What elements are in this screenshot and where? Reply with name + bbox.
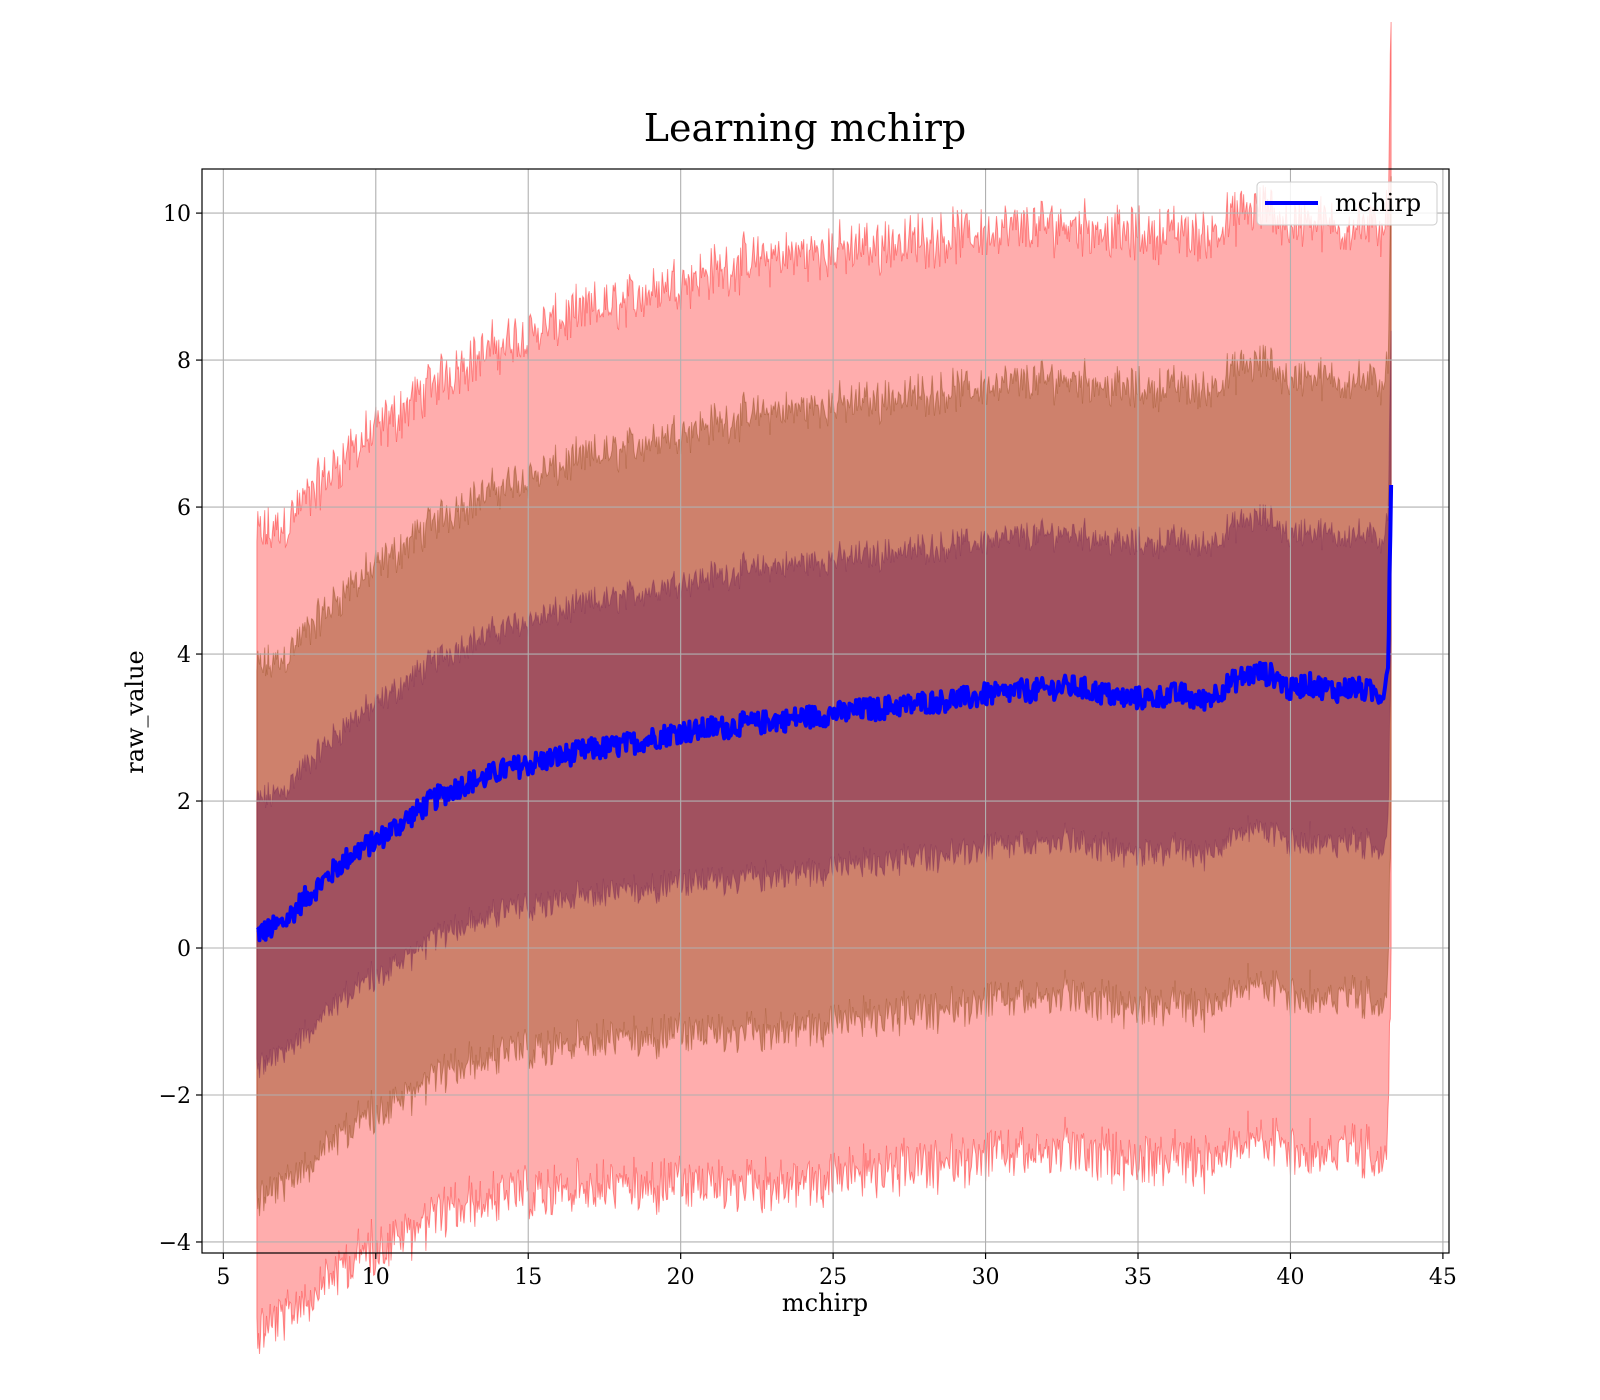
x-tick-label: 10 [362, 1265, 390, 1290]
chart-title: Learning mchirp [644, 106, 966, 150]
y-tick-label: −2 [159, 1084, 191, 1109]
series-lines [255, 484, 1394, 943]
y-tick-label: 4 [177, 643, 191, 668]
x-tick-label: 20 [667, 1265, 695, 1290]
y-tick-label: −4 [159, 1231, 191, 1256]
y-tick-label: 6 [177, 496, 191, 521]
x-tick-label: 30 [972, 1265, 1000, 1290]
legend-label: mchirp [1335, 189, 1421, 217]
x-tick-label: 45 [1429, 1265, 1457, 1290]
x-tick-label: 40 [1276, 1265, 1304, 1290]
band-1-sigma [256, 330, 1392, 1079]
x-axis-label: mchirp [782, 1289, 868, 1317]
y-tick-label: 8 [177, 349, 191, 374]
x-tick-label: 5 [216, 1265, 230, 1290]
y-axis-label: raw_value [121, 650, 149, 774]
series-line-mchirp [255, 484, 1394, 943]
y-tick-label: 10 [163, 202, 191, 227]
x-tick-label: 25 [819, 1265, 847, 1290]
x-axis-ticks: 5 10 15 20 25 30 35 40 45 [216, 1253, 1457, 1290]
y-tick-label: 2 [177, 790, 191, 815]
y-axis-ticks: −4 −2 0 2 4 6 8 10 [159, 202, 202, 1256]
y-tick-label: 0 [177, 937, 191, 962]
confidence-bands [256, 21, 1392, 1355]
plot-frame [201, 168, 1450, 1254]
x-tick-label: 35 [1124, 1265, 1152, 1290]
x-tick-label: 15 [514, 1265, 542, 1290]
legend: mchirp [1256, 181, 1438, 226]
legend-box [1256, 181, 1438, 226]
